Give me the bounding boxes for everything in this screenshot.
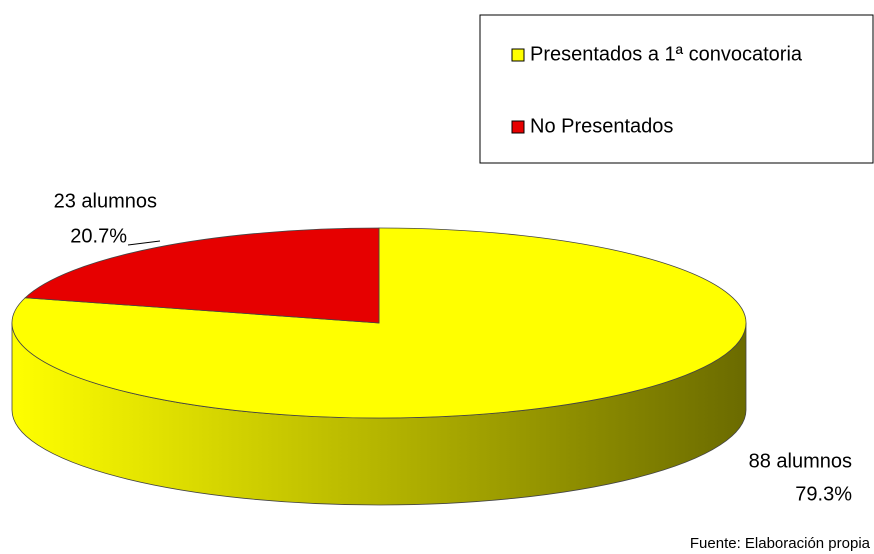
legend-swatch: [511, 48, 525, 62]
data-label: 23 alumnos: [54, 190, 157, 212]
legend-label: No Presentados: [530, 115, 673, 137]
data-label-percent: 20.7%: [70, 225, 127, 247]
legend-label: Presentados a 1ª convocatoria: [530, 43, 803, 65]
legend-swatch: [511, 120, 525, 134]
pie-slice: [24, 227, 380, 324]
legend-box: [479, 14, 874, 164]
data-label: 88 alumnos: [749, 450, 852, 472]
pie-slice: [11, 227, 747, 419]
source-note: Fuente: Elaboración propia: [690, 535, 871, 552]
leader-line: [127, 240, 161, 246]
data-label-percent: 79.3%: [795, 483, 852, 505]
